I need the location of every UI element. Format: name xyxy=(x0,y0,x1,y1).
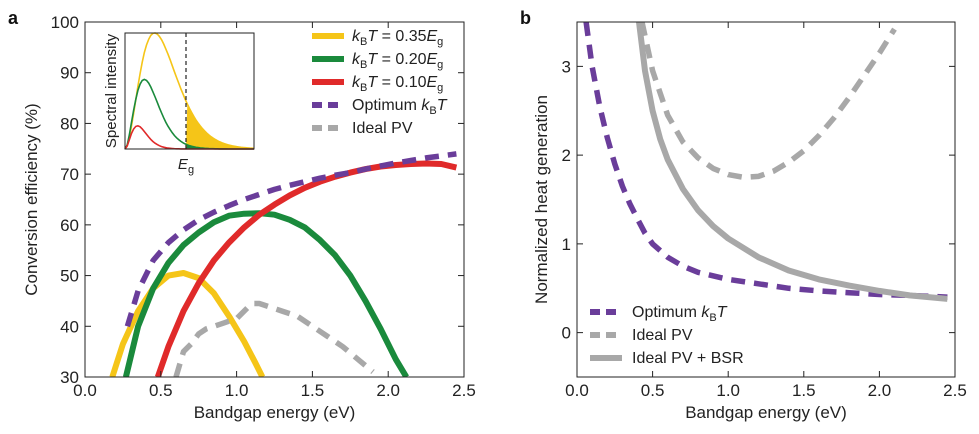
series-line-1 xyxy=(109,270,266,377)
panel-a-label: a xyxy=(8,8,19,28)
plot-frame xyxy=(576,21,956,378)
legend-label: Ideal PV xyxy=(352,120,413,137)
y-tick-label: 0 xyxy=(562,324,571,343)
inset-curve-1 xyxy=(124,32,255,150)
x-axis-title: Bandgap energy (eV) xyxy=(194,403,356,422)
series-line-4 xyxy=(124,151,457,328)
y-tick-label: 3 xyxy=(562,57,571,76)
legend-label: kBT = 0.35Eg xyxy=(352,28,443,48)
series-line-5 xyxy=(173,300,375,377)
inset-frame xyxy=(124,32,255,150)
y-tick-label: 90 xyxy=(60,64,79,83)
panel-b: 0.0 0.5 1.0 1.5 2.0 2.5 0 1 2 3 Bandgap energy (eV… xyxy=(532,21,967,422)
y-tick-label: 40 xyxy=(60,317,79,336)
x-tick-label: 1.0 xyxy=(225,381,249,400)
series-line-1 xyxy=(583,22,948,300)
series-line-3 xyxy=(154,160,458,377)
inset-x-label: Eg xyxy=(178,156,194,176)
x-tick-label: 1.0 xyxy=(716,381,740,400)
x-tick-label: 0.5 xyxy=(641,381,665,400)
x-tick-label: 2.0 xyxy=(868,381,892,400)
plot-frame xyxy=(84,21,465,378)
x-axis-title: Bandgap energy (eV) xyxy=(685,403,847,422)
x-tick-label: 0.0 xyxy=(565,381,589,400)
x-tick-label: 2.0 xyxy=(376,381,400,400)
series-line-2 xyxy=(639,22,897,181)
x-tick-label: 2.5 xyxy=(943,381,967,400)
y-tick-label: 70 xyxy=(60,165,79,184)
panel-a: 0.0 0.5 1.0 1.5 2.0 2.5 30 40 50 60 70 80 90 100 Bandg… xyxy=(22,13,476,422)
legend-label: Optimum kBT xyxy=(352,97,448,117)
y-tick-label: 30 xyxy=(60,368,79,387)
legend-label: kBT = 0.10Eg xyxy=(352,74,443,94)
x-tick-label: 1.5 xyxy=(301,381,325,400)
x-tick-label: 2.5 xyxy=(452,381,476,400)
x-tick-label: 0.5 xyxy=(149,381,173,400)
series-line-2 xyxy=(122,210,409,377)
inset-fill-1 xyxy=(186,104,254,149)
legend-label: Ideal PV + BSR xyxy=(632,350,744,367)
x-tick-label: 1.5 xyxy=(792,381,816,400)
y-axis-title: Normalized heat generation xyxy=(532,95,551,304)
legend-label: Optimum kBT xyxy=(632,304,728,324)
legend-label: kBT = 0.20Eg xyxy=(352,51,443,71)
y-tick-label: 50 xyxy=(60,267,79,286)
y-tick-label: 2 xyxy=(562,146,571,165)
panel-b-label: b xyxy=(520,8,531,28)
y-tick-label: 80 xyxy=(60,114,79,133)
y-tick-label: 1 xyxy=(562,235,571,254)
x-tick-label: 0.0 xyxy=(73,381,97,400)
legend-label: Ideal PV xyxy=(632,327,693,344)
inset-y-label: Spectral intensity xyxy=(103,33,120,148)
series-line-3 xyxy=(636,22,948,302)
y-axis-title: Conversion efficiency (%) xyxy=(22,103,41,295)
y-tick-label: 60 xyxy=(60,216,79,235)
y-tick-label: 100 xyxy=(51,13,79,32)
inset-spectrum: Spectral intensity Eg xyxy=(103,32,255,176)
